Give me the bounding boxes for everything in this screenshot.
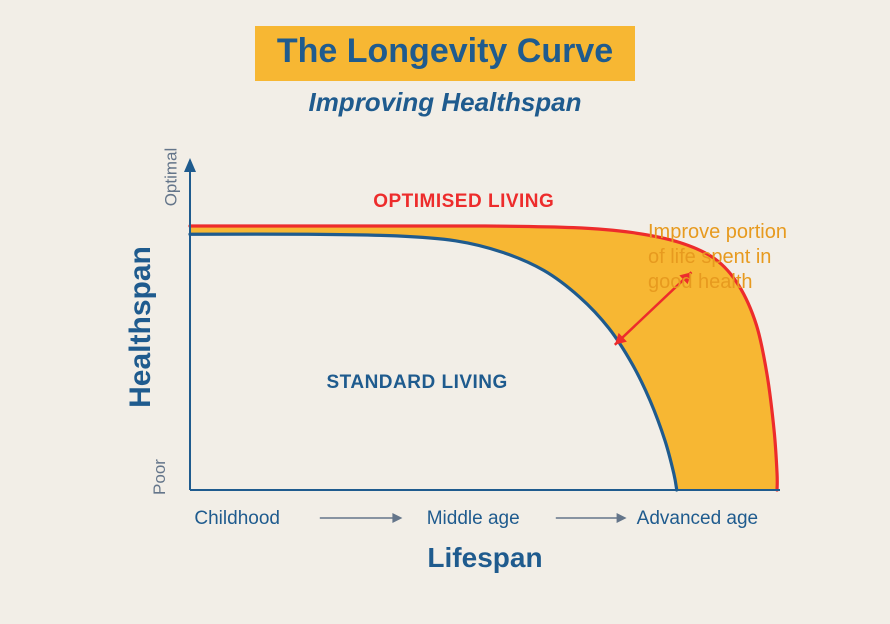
annotation-line: good health xyxy=(648,270,787,295)
annotation-text: Improve portion of life spent in good he… xyxy=(648,220,787,295)
standard-living-label: STANDARD LIVING xyxy=(327,372,508,394)
x-tick-middleage: Middle age xyxy=(403,508,543,530)
annotation-line: Improve portion xyxy=(648,220,787,245)
longevity-chart xyxy=(0,0,890,624)
x-tick-childhood: Childhood xyxy=(167,508,307,530)
annotation-line: of life spent in xyxy=(648,245,787,270)
x-axis-title: Lifespan xyxy=(190,542,780,574)
x-tick-advancedage: Advanced age xyxy=(627,508,767,530)
optimised-living-label: OPTIMISED LIVING xyxy=(373,191,554,213)
